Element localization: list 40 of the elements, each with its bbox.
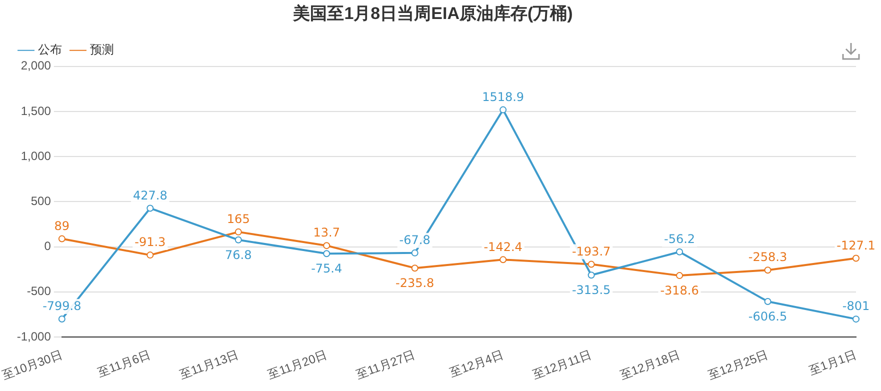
y-tick-label: 500	[30, 194, 52, 208]
legend-label: 预测	[90, 42, 114, 57]
x-tick-label: 至11月27日	[354, 348, 417, 382]
data-label: 13.7	[313, 226, 340, 240]
data-label: 1518.9	[482, 90, 524, 104]
x-tick-label: 至12月18日	[618, 348, 682, 382]
data-label: -799.8	[42, 299, 82, 314]
data-label: 165	[226, 212, 250, 226]
data-label: 427.8	[132, 188, 168, 202]
data-label: 76.8	[225, 248, 252, 262]
y-tick-label: -500	[26, 284, 52, 298]
x-tick-label: 至11月6日	[96, 348, 152, 380]
data-label: -801	[842, 299, 870, 314]
y-tick-label: 1,500	[20, 104, 52, 118]
data-label: -142.4	[484, 240, 522, 254]
data-label: -75.4	[311, 262, 342, 276]
y-tick-label: 2,000	[20, 58, 52, 73]
legend-label: 公布	[38, 42, 62, 57]
x-tick-label: 至12月25日	[706, 348, 770, 382]
x-tick-label: 至12月4日	[448, 348, 506, 380]
chart-title: 美国至1月8日当周EIA原油库存(万桶)	[292, 4, 573, 23]
y-tick-label: -1,000	[16, 329, 52, 344]
x-tick-label: 至10月30日	[0, 348, 64, 382]
x-tick-label: 至12月11日	[530, 348, 594, 382]
y-tick-label: 1,000	[20, 148, 52, 163]
data-label: -258.3	[748, 250, 788, 264]
data-label: -193.7	[572, 244, 611, 258]
x-tick-label: 至11月20日	[266, 348, 329, 382]
data-label: -91.3	[134, 235, 166, 250]
data-label: -127.1	[836, 238, 876, 252]
x-tick-label: 至11月13日	[178, 348, 241, 382]
y-tick-label: 0	[44, 239, 52, 254]
data-label: -67.8	[399, 233, 430, 248]
data-label: -318.6	[660, 284, 699, 298]
x-tick-label: 至1月1日	[807, 348, 858, 378]
data-label: -606.5	[748, 310, 788, 324]
data-label: -56.2	[664, 232, 696, 246]
data-label: 89	[54, 218, 70, 233]
data-label: -235.8	[396, 276, 434, 290]
data-label: -313.5	[572, 283, 611, 298]
